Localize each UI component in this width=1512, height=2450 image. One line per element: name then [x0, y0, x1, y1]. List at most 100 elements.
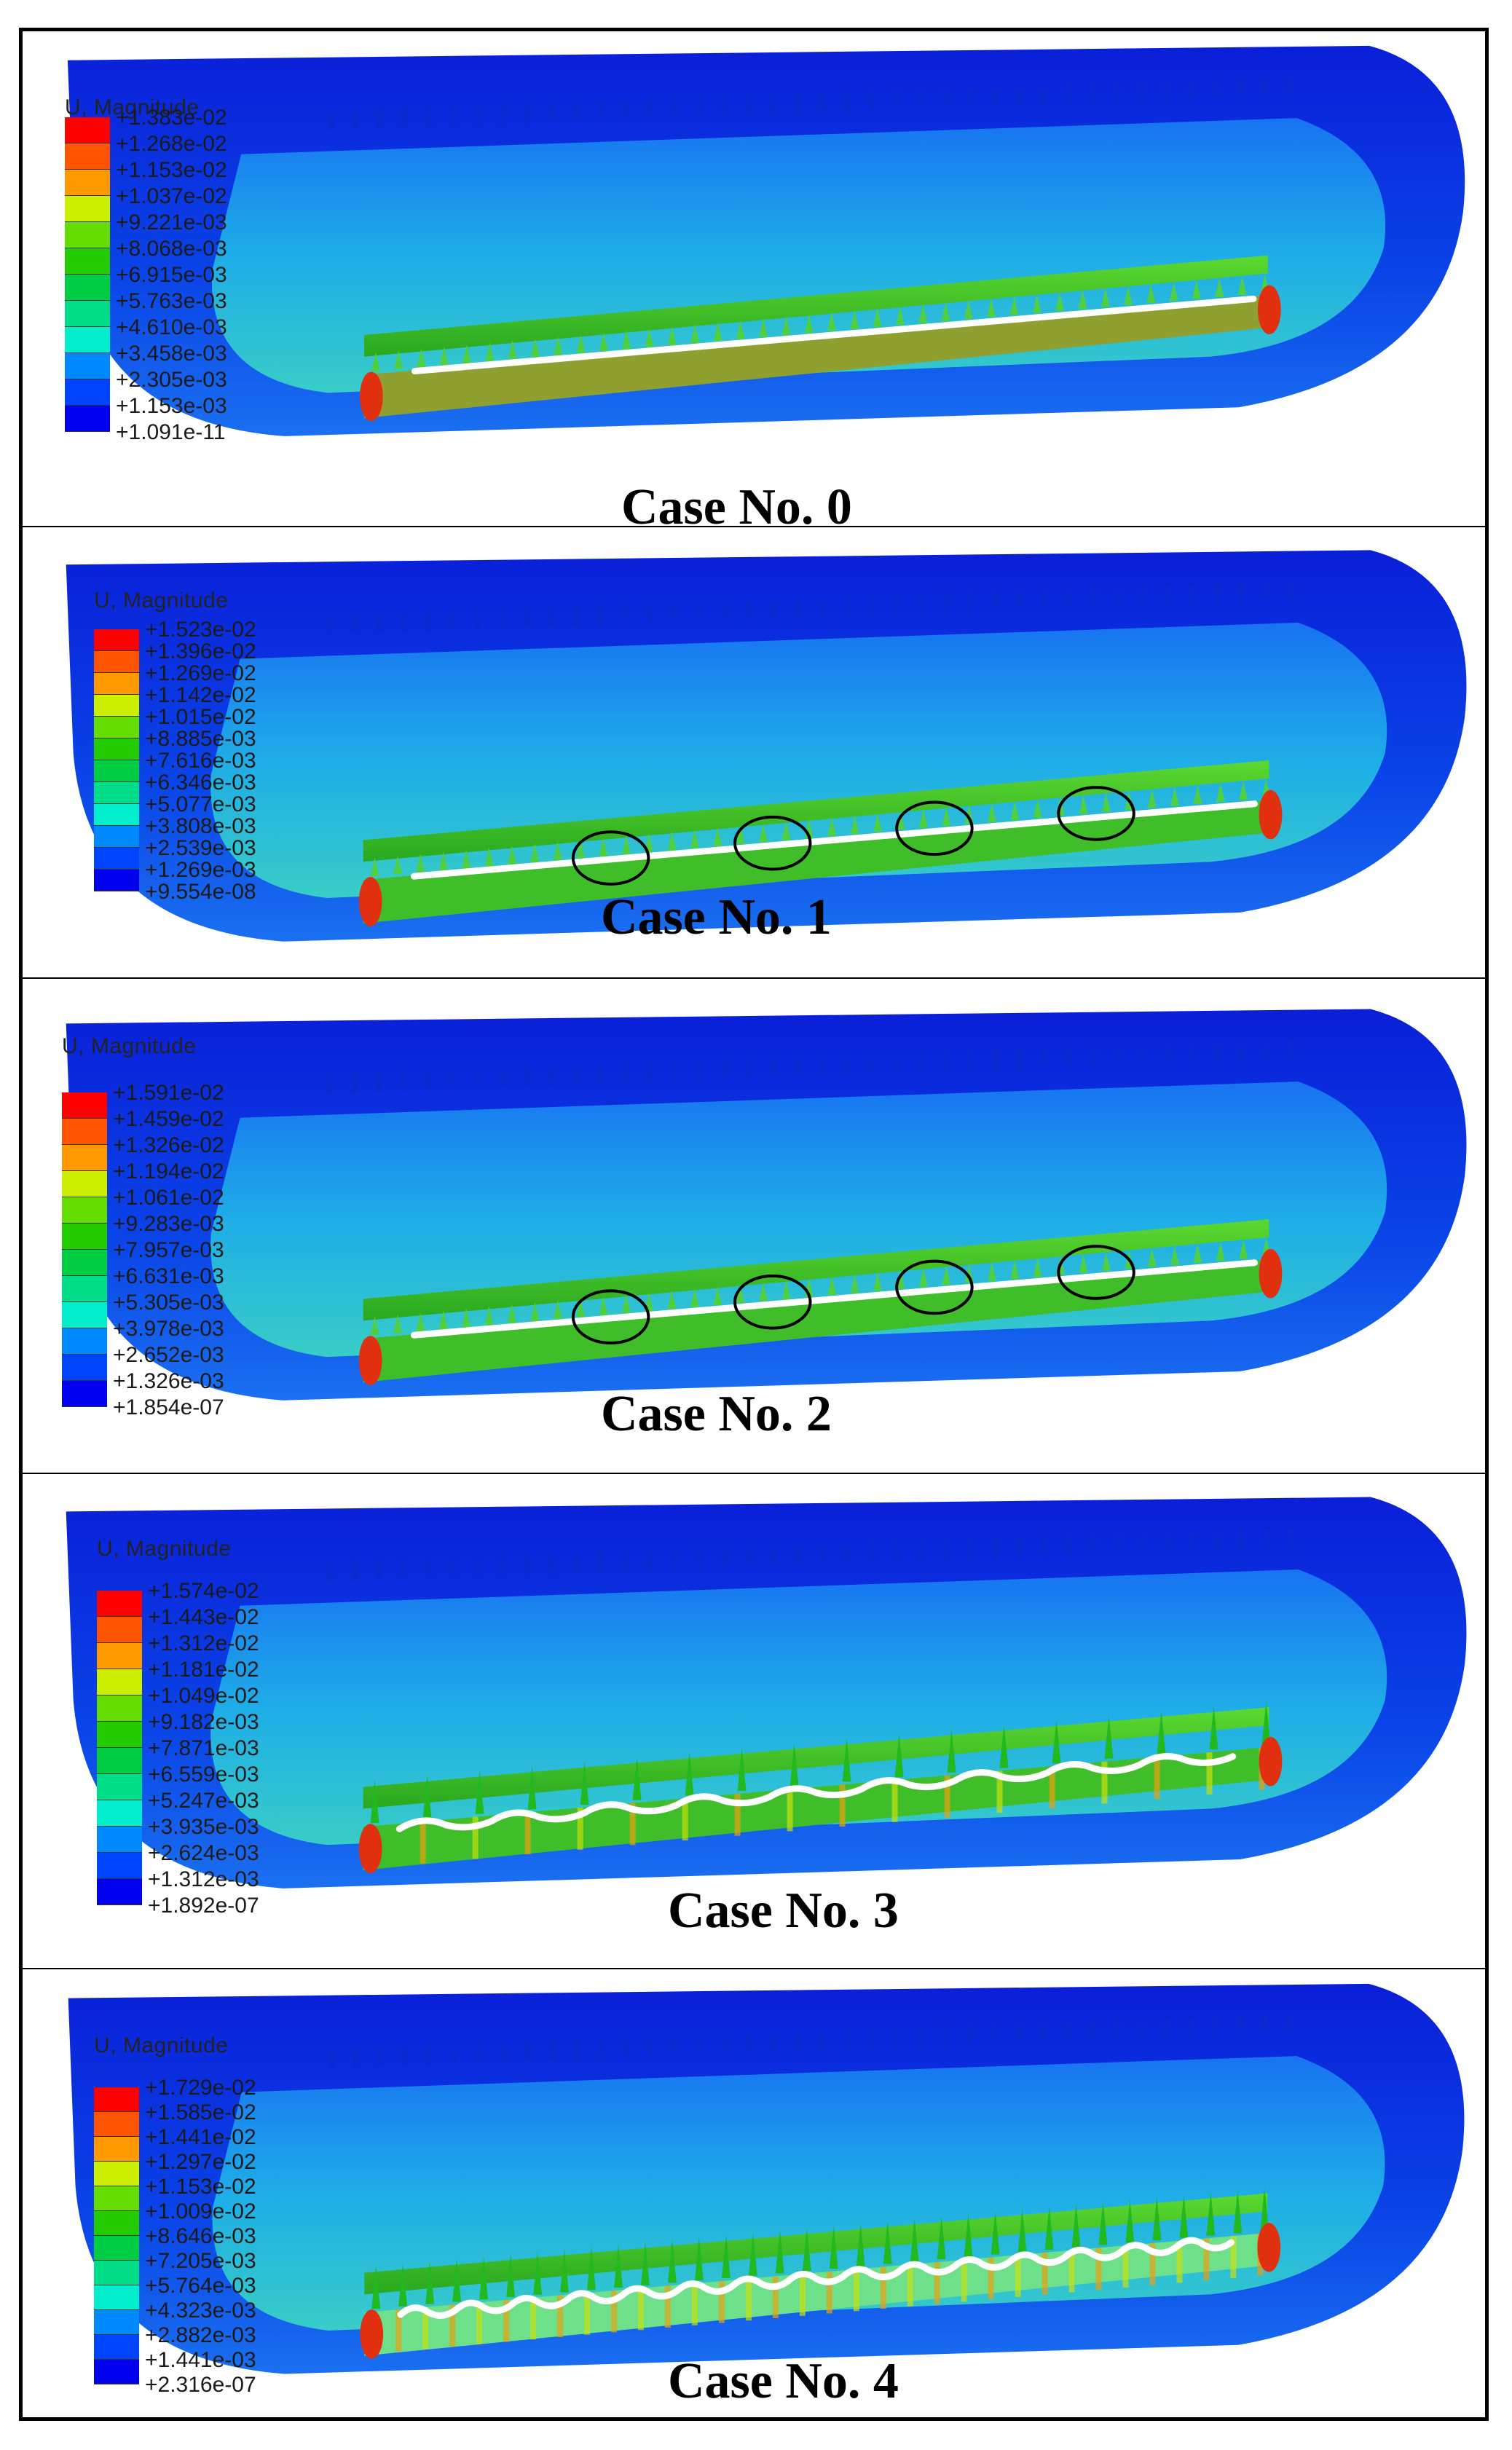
- legend-value: +1.574e-02: [148, 1579, 259, 1603]
- legend-value: +1.091e-11: [116, 420, 226, 444]
- legend-color-bar: [97, 1591, 142, 1905]
- case-panel: U, Magnitude +1.523e-02 +1.396e-02 +1.269e-…: [19, 527, 1489, 979]
- legend-swatch: [94, 717, 139, 738]
- legend-swatch: [94, 2261, 139, 2285]
- legend-swatch: [94, 651, 139, 673]
- legend-value: +8.068e-03: [116, 237, 227, 261]
- fe-contour-plot: [66, 1497, 1467, 1888]
- legend-value: +1.269e-02: [145, 661, 256, 685]
- legend-swatch: [94, 2186, 139, 2211]
- legend-title: U, Magnitude: [62, 1034, 197, 1058]
- legend-value: +2.539e-03: [145, 836, 256, 860]
- legend-value: +1.268e-02: [116, 132, 227, 156]
- legend-swatch: [62, 1250, 107, 1276]
- legend-value: +6.915e-03: [116, 263, 227, 287]
- legend-value: +5.247e-03: [148, 1789, 259, 1813]
- case-panel: U, Magnitude +1.729e-02 +1.585e-02 +1.441e-…: [19, 1969, 1489, 2421]
- legend-color-bar: [94, 2087, 139, 2384]
- legend-value: +8.885e-03: [145, 727, 256, 751]
- legend-swatch: [97, 1879, 142, 1905]
- legend-swatch: [62, 1381, 107, 1407]
- fe-contour-plot: [67, 45, 1465, 436]
- legend-value: +7.616e-03: [145, 749, 256, 773]
- legend-swatch: [94, 2285, 139, 2310]
- legend-swatch: [94, 848, 139, 870]
- legend-value: +1.383e-02: [116, 106, 227, 130]
- legend-swatch: [94, 629, 139, 651]
- case-panel: U, Magnitude +1.591e-02 +1.459e-02 +1.326e-…: [19, 979, 1489, 1474]
- legend-swatch: [94, 2112, 139, 2137]
- legend-value: +8.646e-03: [145, 2224, 256, 2248]
- case-caption: Case No. 0: [621, 479, 852, 527]
- case-caption: Case No. 1: [601, 889, 832, 945]
- legend-value: +1.181e-02: [148, 1658, 259, 1682]
- legend-swatch: [94, 760, 139, 782]
- legend-swatch: [65, 353, 110, 379]
- legend-value: +1.523e-02: [145, 618, 256, 642]
- legend-swatch: [94, 2137, 139, 2162]
- legend-swatch: [65, 222, 110, 248]
- legend-swatch: [62, 1171, 107, 1197]
- defect-marker: [1057, 1245, 1135, 1300]
- legend-value: +5.764e-03: [145, 2274, 256, 2298]
- legend-swatch: [94, 2211, 139, 2236]
- legend-swatch: [94, 2310, 139, 2335]
- legend-swatch: [65, 301, 110, 327]
- legend-swatch: [65, 248, 110, 275]
- legend-value: +1.326e-03: [113, 1369, 224, 1393]
- legend-value: +6.346e-03: [145, 771, 256, 795]
- legend-value: +1.892e-07: [148, 1894, 259, 1918]
- defect-marker: [895, 1259, 974, 1315]
- legend-value: +1.312e-03: [148, 1867, 259, 1891]
- legend-swatch: [97, 1643, 142, 1669]
- legend-value: +7.957e-03: [113, 1238, 224, 1262]
- legend-value: +7.871e-03: [148, 1736, 259, 1760]
- legend-value: +6.631e-03: [113, 1264, 224, 1288]
- legend-value: +1.591e-02: [113, 1081, 224, 1105]
- legend-value: +2.882e-03: [145, 2323, 256, 2347]
- legend-value: +2.624e-03: [148, 1841, 259, 1865]
- legend-swatch: [65, 117, 110, 143]
- legend-value: +4.610e-03: [116, 315, 227, 339]
- legend-swatch: [94, 695, 139, 717]
- defect-marker: [733, 815, 812, 871]
- legend-value: +1.443e-02: [148, 1605, 259, 1629]
- legend-swatch: [94, 804, 139, 826]
- legend-value: +1.269e-03: [145, 858, 256, 882]
- legend-swatch: [65, 143, 110, 170]
- legend-value: +1.312e-02: [148, 1631, 259, 1655]
- legend-value: +2.652e-03: [113, 1343, 224, 1367]
- legend-value: +5.305e-03: [113, 1291, 224, 1315]
- legend-swatch: [97, 1591, 142, 1617]
- legend-value: +1.441e-02: [145, 2125, 256, 2149]
- legend-value: +9.182e-03: [148, 1710, 259, 1734]
- fe-contour-plot: [66, 550, 1467, 942]
- case-panel: U, Magnitude +1.574e-02 +1.443e-02 +1.312e-…: [19, 1474, 1489, 1969]
- legend-value: +3.978e-03: [113, 1317, 224, 1341]
- legend-swatch: [94, 2087, 139, 2112]
- legend-swatch: [97, 1722, 142, 1748]
- case-panel: U, Magnitude +1.383e-02 +1.268e-02 +1.153e-…: [19, 28, 1489, 527]
- legend-value: +2.316e-07: [145, 2373, 256, 2397]
- legend-swatch: [97, 1800, 142, 1827]
- legend-color-bar: [94, 629, 139, 891]
- legend-color-bar: [65, 117, 110, 432]
- legend-value: +1.326e-02: [113, 1133, 224, 1157]
- legend-value: +1.015e-02: [145, 705, 256, 729]
- legend-value: +1.297e-02: [145, 2150, 256, 2174]
- legend-value: +5.763e-03: [116, 289, 227, 313]
- legend-value: +1.142e-02: [145, 683, 256, 707]
- defect-marker: [571, 830, 650, 886]
- legend-value: +9.554e-08: [145, 880, 256, 904]
- legend-value: +1.854e-07: [113, 1395, 224, 1419]
- legend-title: U, Magnitude: [97, 1537, 232, 1561]
- defect-marker: [1057, 786, 1135, 841]
- legend-swatch: [97, 1853, 142, 1879]
- legend-value: +1.459e-02: [113, 1107, 224, 1131]
- legend-swatch: [94, 870, 139, 891]
- legend-swatch: [94, 2236, 139, 2261]
- legend-swatch: [62, 1092, 107, 1119]
- legend-value: +9.221e-03: [116, 210, 227, 235]
- legend-swatch: [97, 1695, 142, 1722]
- legend-value: +1.153e-02: [145, 2175, 256, 2199]
